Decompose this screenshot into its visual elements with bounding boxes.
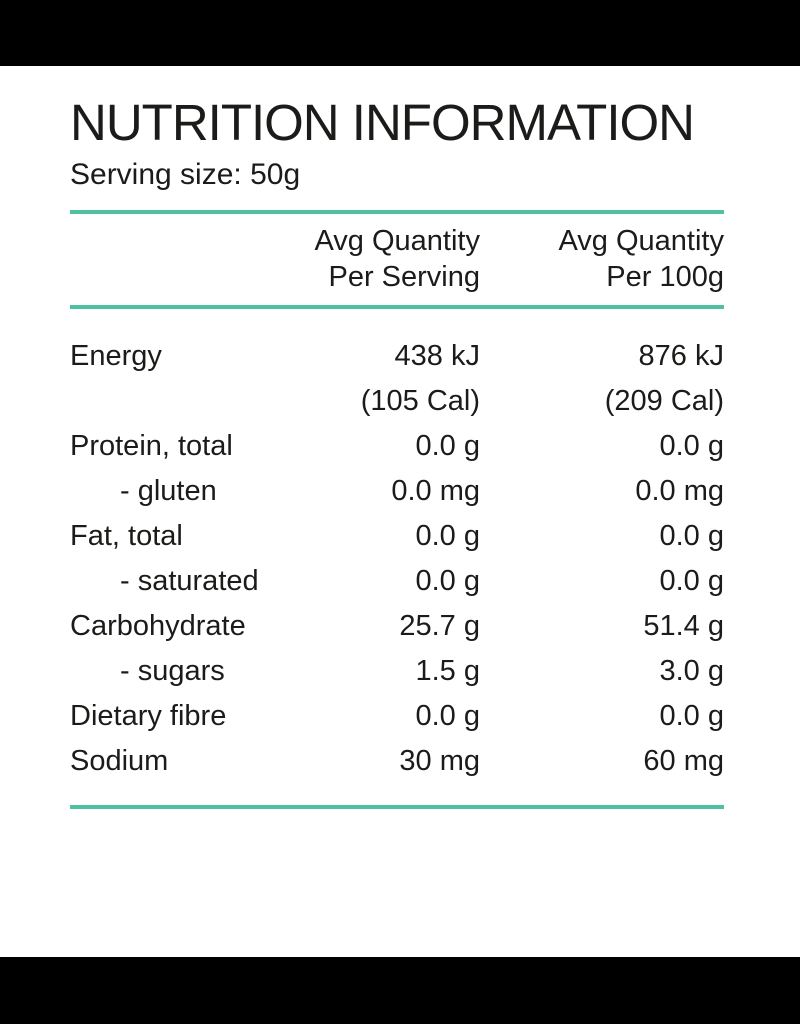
nutrient-label: Sodium xyxy=(70,744,169,777)
nutrient-label: Dietary fibre xyxy=(70,699,227,732)
divider-rule-bottom xyxy=(70,804,724,809)
per-100g-value: (209 Cal) xyxy=(604,384,724,417)
table-row: - gluten 0.0 mg 0.0 mg xyxy=(70,469,724,514)
nutrient-label: Protein, total xyxy=(70,429,233,462)
per-serving-value: 0.0 g xyxy=(415,564,481,597)
per-100g-value: 0.0 mg xyxy=(635,474,724,507)
per-serving-value: 0.0 g xyxy=(415,429,481,462)
table-row: Fat, total 0.0 g 0.0 g xyxy=(70,514,724,559)
per-100g-value: 0.0 g xyxy=(659,429,725,462)
column-header-line: Avg Quantity xyxy=(314,224,480,257)
per-100g-value: 0.0 g xyxy=(659,519,725,552)
per-100g-value: 876 kJ xyxy=(638,339,724,372)
nutrient-label: - sugars xyxy=(120,654,225,687)
letterbox-bar-top xyxy=(0,0,800,66)
nutrient-label xyxy=(70,379,266,424)
per-serving-value: 438 kJ xyxy=(394,339,480,372)
nutrient-label: Energy xyxy=(70,339,162,372)
column-header-line: Avg Quantity xyxy=(558,224,724,257)
nutrient-label: - gluten xyxy=(120,474,217,507)
per-serving-value: 25.7 g xyxy=(399,609,480,642)
nutrition-table-header: Avg Quantity Per Serving Avg Quantity Pe… xyxy=(70,214,724,305)
table-row: - sugars 1.5 g 3.0 g xyxy=(70,649,724,694)
header-spacer-cell xyxy=(70,223,266,295)
table-row: (105 Cal) (209 Cal) xyxy=(70,379,724,424)
column-header-per-100g: Avg Quantity Per 100g xyxy=(480,223,724,295)
nutrient-label: - saturated xyxy=(120,564,259,597)
table-row: Sodium 30 mg 60 mg xyxy=(70,739,724,784)
divider-rule-top xyxy=(70,209,724,214)
serving-size-text: Serving size: 50g xyxy=(70,158,301,192)
per-100g-value: 51.4 g xyxy=(643,609,724,642)
per-serving-value: 30 mg xyxy=(399,744,480,777)
per-serving-value: 0.0 mg xyxy=(391,474,480,507)
per-100g-value: 3.0 g xyxy=(659,654,725,687)
divider-rule-header xyxy=(70,304,724,309)
per-serving-value: 1.5 g xyxy=(415,654,481,687)
table-row: Energy 438 kJ 876 kJ xyxy=(70,334,724,379)
table-row: Carbohydrate 25.7 g 51.4 g xyxy=(70,604,724,649)
table-row: Protein, total 0.0 g 0.0 g xyxy=(70,424,724,469)
nutrition-label-panel: NUTRITION INFORMATION Serving size: 50g … xyxy=(0,66,800,957)
column-header-line: Per 100g xyxy=(606,260,724,293)
letterbox-bar-bottom xyxy=(0,957,800,1024)
per-100g-value: 0.0 g xyxy=(659,699,725,732)
nutrient-label: Fat, total xyxy=(70,519,183,552)
per-serving-value: 0.0 g xyxy=(415,519,481,552)
page-title: NUTRITION INFORMATION xyxy=(70,94,695,151)
nutrient-label: Carbohydrate xyxy=(70,609,246,642)
per-serving-value: 0.0 g xyxy=(415,699,481,732)
per-100g-value: 0.0 g xyxy=(659,564,725,597)
column-header-per-serving: Avg Quantity Per Serving xyxy=(266,223,480,295)
per-serving-value: (105 Cal) xyxy=(360,384,480,417)
nutrition-table-body: Energy 438 kJ 876 kJ (105 Cal) (209 Cal)… xyxy=(70,309,724,805)
table-row: Dietary fibre 0.0 g 0.0 g xyxy=(70,694,724,739)
per-100g-value: 60 mg xyxy=(643,744,724,777)
table-row: - saturated 0.0 g 0.0 g xyxy=(70,559,724,604)
column-header-line: Per Serving xyxy=(328,260,480,293)
